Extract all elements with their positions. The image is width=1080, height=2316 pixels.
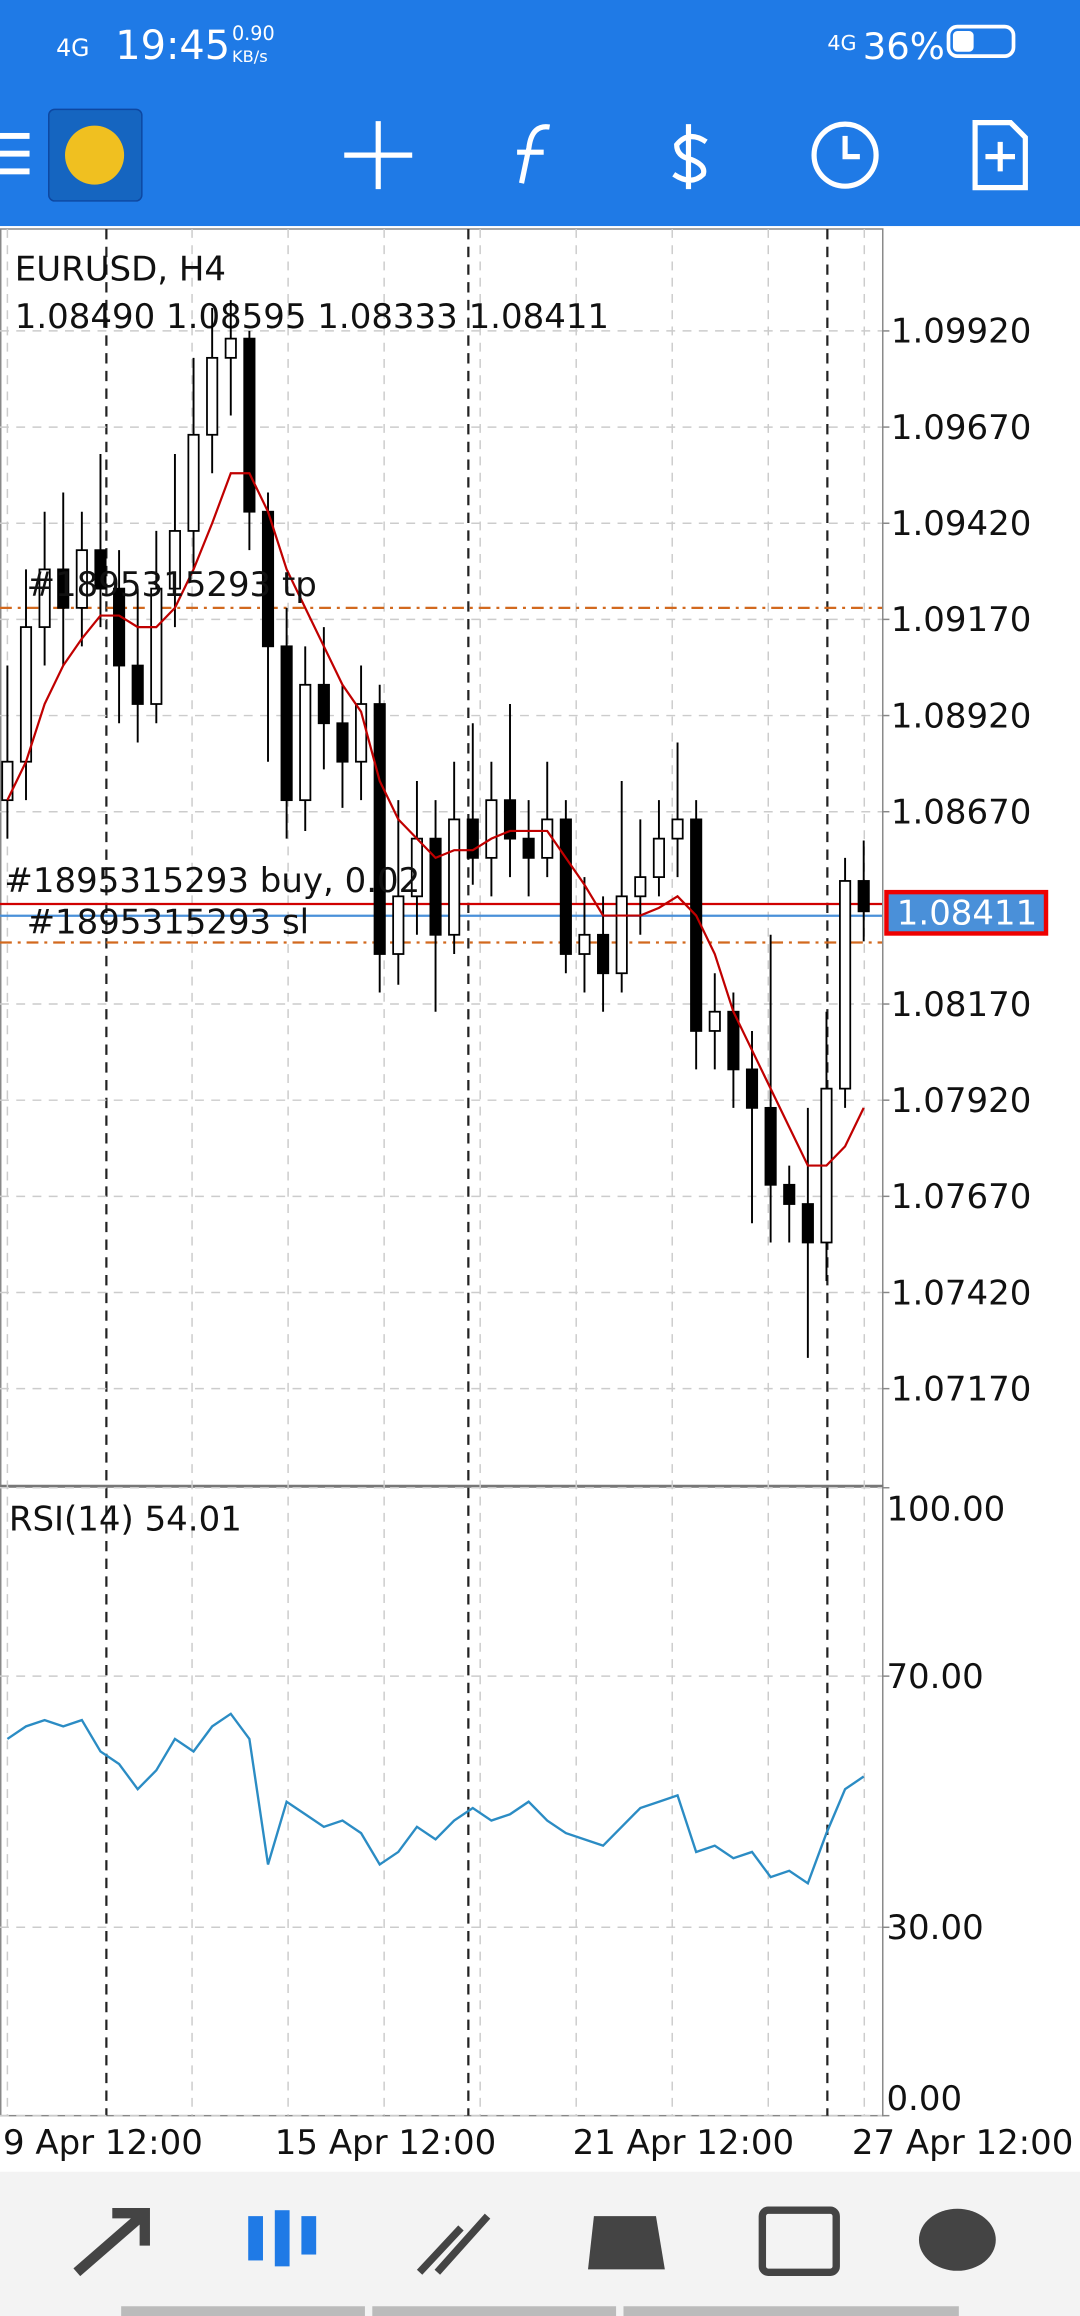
candle-body — [336, 722, 349, 763]
moving-average — [6, 472, 865, 1167]
y-tick-label: 1.07170 — [891, 1369, 1031, 1409]
y-tick-label: 1.09920 — [891, 312, 1031, 352]
scroll-bar — [623, 2306, 959, 2316]
candle-body — [224, 337, 237, 359]
period-separators — [105, 228, 829, 2116]
candle-body — [150, 587, 163, 705]
candle-body — [317, 683, 330, 725]
scroll-bar — [372, 2306, 617, 2316]
candle-body — [783, 1183, 796, 1205]
x-tick-label: 9 Apr 12:00 — [3, 2123, 203, 2163]
candle-body — [503, 799, 517, 840]
candle-body — [578, 933, 591, 955]
candle-body — [485, 799, 498, 859]
x-tick-label: 27 Apr 12:00 — [852, 2123, 1073, 2163]
y-tick-label: 1.08920 — [891, 696, 1031, 736]
candle-body — [373, 703, 386, 955]
candle-body — [466, 818, 479, 859]
candle-body — [280, 645, 293, 802]
rsi-title: RSI(14) 54.01 — [9, 1500, 242, 1540]
candle-body — [652, 837, 665, 878]
candle-body — [113, 587, 126, 667]
x-tick-label: 15 Apr 12:00 — [275, 2123, 496, 2163]
v-grid — [6, 228, 866, 2116]
y-tick-label: 1.09420 — [891, 504, 1031, 544]
speed-unit: KB/s — [232, 47, 268, 66]
speed: 0.90 — [232, 22, 275, 45]
candle-body — [206, 356, 219, 436]
candle-body — [634, 876, 647, 898]
time: 19:45 — [115, 23, 230, 69]
candle-body — [597, 933, 610, 975]
order-label: #1895315293 tp — [27, 565, 317, 605]
bottom-nav — [0, 2171, 1080, 2316]
y-tick-label: 70.00 — [886, 1657, 983, 1697]
y-tick-label: 1.07670 — [891, 1177, 1031, 1217]
candle-body — [299, 683, 312, 802]
candle-body — [839, 880, 852, 1090]
top-bar — [0, 0, 1080, 227]
candle-body — [541, 818, 554, 859]
symbol-title: EURUSD, H4 — [15, 250, 226, 290]
candle-body — [615, 895, 628, 975]
candle-body — [764, 1106, 777, 1186]
battery-icon — [946, 24, 1016, 58]
candle-body — [429, 837, 442, 936]
candle-body — [38, 568, 51, 628]
y-tick-label: 0.00 — [886, 2079, 962, 2119]
candle-body — [857, 880, 870, 913]
y-tick-label: 1.07920 — [891, 1081, 1031, 1121]
y-tick-label: 1.09170 — [891, 600, 1031, 640]
candle-body — [19, 626, 33, 763]
order-label: #1895315293 sl — [27, 903, 310, 943]
scroll-bar — [121, 2306, 365, 2316]
candle-body — [671, 818, 684, 840]
y-tick-label: 1.09670 — [891, 408, 1031, 448]
y-tick-label: 100.00 — [886, 1489, 1005, 1529]
candle-body — [187, 433, 200, 532]
network: 4G — [56, 34, 89, 62]
y-tick-label: 30.00 — [886, 1908, 983, 1948]
y-tick-label: 1.08170 — [891, 985, 1031, 1025]
y-tick-label: 1.07420 — [891, 1273, 1031, 1313]
price-marker-label: 1.08411 — [897, 894, 1037, 934]
candle-body — [94, 549, 107, 590]
candle-body — [131, 664, 144, 705]
candle-body — [57, 568, 70, 609]
rsi-line — [6, 1712, 865, 1886]
battery-level — [952, 31, 974, 52]
candle-body — [522, 837, 535, 859]
candle-body — [745, 1068, 759, 1109]
order-label: #1895315293 buy, 0.02 — [4, 861, 420, 901]
battery: 36% — [863, 25, 945, 68]
toolbar-icons[interactable] — [344, 120, 1028, 191]
y-tick-label: 1.08670 — [891, 793, 1031, 833]
nav-icons[interactable] — [73, 2206, 996, 2277]
candle-body — [708, 1010, 721, 1032]
candle-body — [392, 895, 405, 955]
candle-body — [243, 337, 256, 513]
menu-icon[interactable] — [0, 132, 30, 175]
candle-body — [448, 818, 461, 936]
candle-body — [75, 549, 88, 609]
candle-body — [801, 1203, 814, 1244]
x-tick-label: 21 Apr 12:00 — [573, 2123, 794, 2163]
candle-body — [168, 530, 181, 590]
price-marker — [884, 889, 1049, 936]
candle-body — [559, 818, 572, 955]
network2: 4G — [827, 31, 856, 55]
logo-core — [65, 125, 125, 185]
